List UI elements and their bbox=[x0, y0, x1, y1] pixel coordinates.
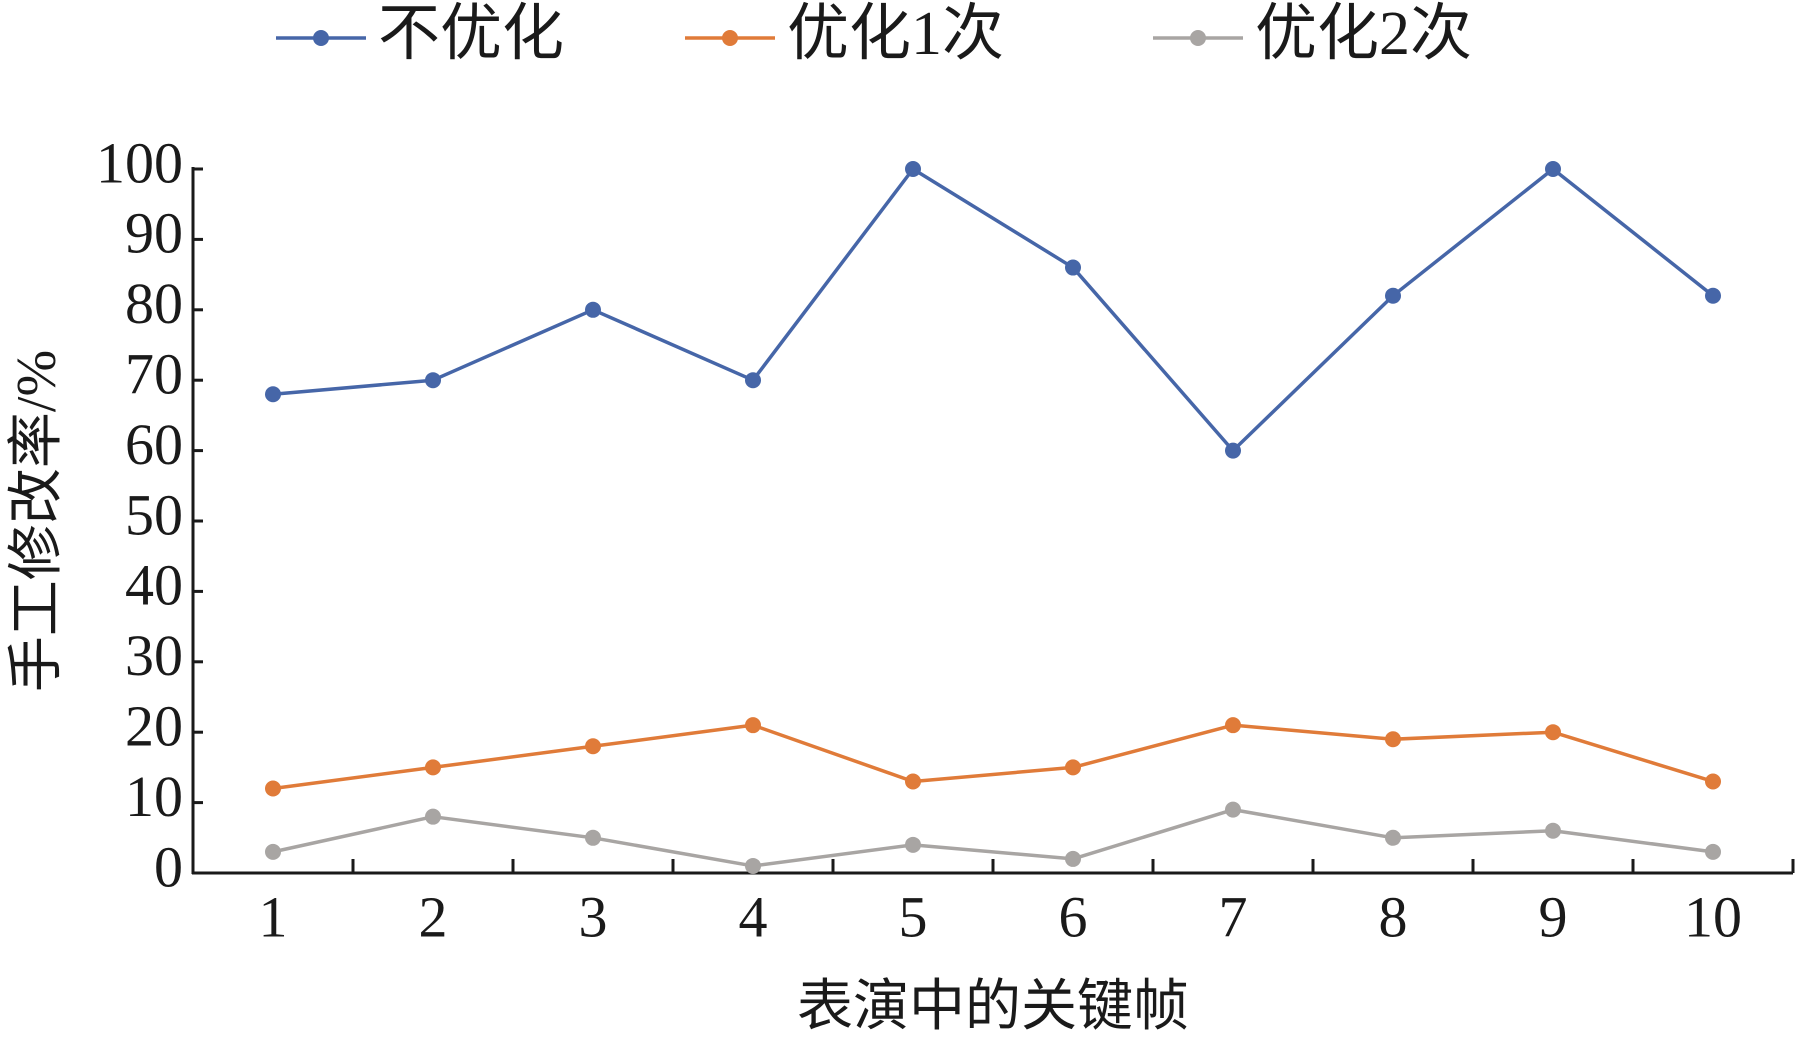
point bbox=[905, 836, 921, 853]
point bbox=[905, 773, 921, 790]
x-axis-title: 表演中的关键帧 bbox=[797, 976, 1189, 1038]
y-tick-label: 30 bbox=[125, 623, 183, 688]
point bbox=[425, 808, 441, 825]
y-tick-label: 0 bbox=[154, 834, 183, 899]
legend-label: 优化1次 bbox=[787, 0, 1004, 68]
y-tick-label: 60 bbox=[125, 412, 183, 477]
y-tick-label: 20 bbox=[125, 694, 183, 759]
x-tick-label: 10 bbox=[1684, 884, 1742, 949]
point bbox=[745, 857, 761, 874]
point bbox=[425, 372, 441, 389]
point bbox=[1545, 822, 1561, 839]
point bbox=[265, 843, 281, 860]
series-line bbox=[272, 167, 1715, 453]
x-tick-label: 1 bbox=[259, 884, 288, 949]
legend-label: 不优化 bbox=[378, 0, 564, 68]
point bbox=[265, 780, 281, 797]
y-tick-label: 100 bbox=[96, 130, 183, 195]
y-tick-label: 70 bbox=[125, 342, 183, 407]
x-tick-label: 6 bbox=[1059, 884, 1088, 949]
point bbox=[1065, 850, 1081, 867]
x-tick-label: 5 bbox=[899, 884, 928, 949]
y-tick-label: 40 bbox=[125, 553, 183, 618]
point bbox=[425, 759, 441, 776]
point bbox=[1225, 442, 1241, 459]
point bbox=[585, 738, 601, 755]
series-line bbox=[272, 807, 1714, 868]
legend-marker bbox=[722, 30, 738, 46]
point bbox=[1065, 259, 1081, 276]
x-tick-label: 7 bbox=[1219, 884, 1248, 949]
y-tick-label: 10 bbox=[125, 764, 183, 829]
x-tick-label: 8 bbox=[1379, 884, 1408, 949]
point bbox=[1545, 724, 1561, 741]
y-tick-label: 50 bbox=[125, 482, 183, 547]
point bbox=[1385, 287, 1401, 304]
point bbox=[1705, 843, 1721, 860]
x-tick-label: 2 bbox=[419, 884, 448, 949]
x-tick-label: 9 bbox=[1539, 884, 1568, 949]
point bbox=[585, 301, 601, 318]
y-tick-label: 80 bbox=[125, 271, 183, 336]
point bbox=[745, 717, 761, 734]
point bbox=[1385, 829, 1401, 846]
point bbox=[265, 386, 281, 403]
y-tick-label: 90 bbox=[125, 201, 183, 266]
x-tick-label: 4 bbox=[739, 884, 768, 949]
point bbox=[1065, 759, 1081, 776]
x-tick-label: 3 bbox=[579, 884, 608, 949]
point bbox=[1705, 287, 1721, 304]
legend-marker bbox=[313, 30, 329, 46]
point bbox=[1705, 773, 1721, 790]
point bbox=[1545, 161, 1561, 177]
point bbox=[745, 372, 761, 389]
point bbox=[905, 161, 921, 177]
y-axis-title: 手工修改率/% bbox=[6, 350, 68, 692]
point bbox=[1225, 717, 1241, 734]
legend-marker bbox=[1190, 30, 1206, 46]
point bbox=[1225, 801, 1241, 818]
legend-label: 优化2次 bbox=[1255, 0, 1472, 68]
point bbox=[585, 829, 601, 846]
point bbox=[1385, 731, 1401, 748]
series-line bbox=[272, 723, 1714, 791]
